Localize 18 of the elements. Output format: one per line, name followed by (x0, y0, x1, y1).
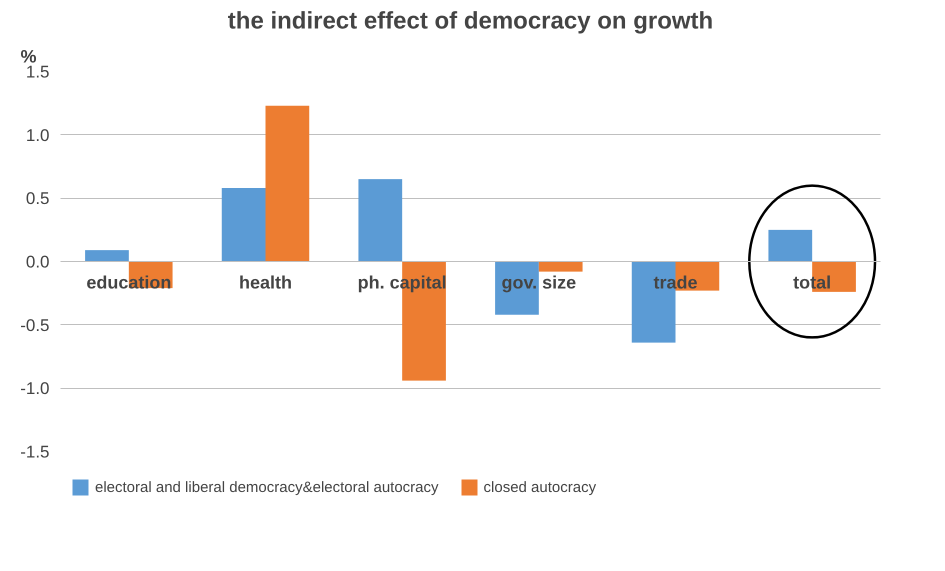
chart-title: the indirect effect of democracy on growth (228, 8, 714, 34)
bar (222, 188, 266, 262)
bar (85, 250, 129, 262)
bar (495, 262, 539, 315)
legend-label: closed autocracy (484, 478, 596, 496)
bar (768, 230, 812, 262)
y-tick-label: -1.5 (20, 442, 50, 462)
x-tick-label: health (238, 272, 292, 292)
y-tick-label: 0.0 (26, 252, 50, 272)
bar (358, 179, 402, 262)
y-tick-label: 0.5 (26, 189, 50, 208)
x-tick-label: gov. size (501, 272, 576, 292)
bar (266, 106, 310, 262)
y-tick-label: 1.0 (26, 126, 50, 145)
legend-label: electoral and liberal democracy&electoral autocracy (95, 478, 439, 496)
y-tick-label: -0.5 (20, 316, 50, 335)
y-tick-label: -1.0 (20, 379, 50, 398)
bar (538, 262, 583, 272)
